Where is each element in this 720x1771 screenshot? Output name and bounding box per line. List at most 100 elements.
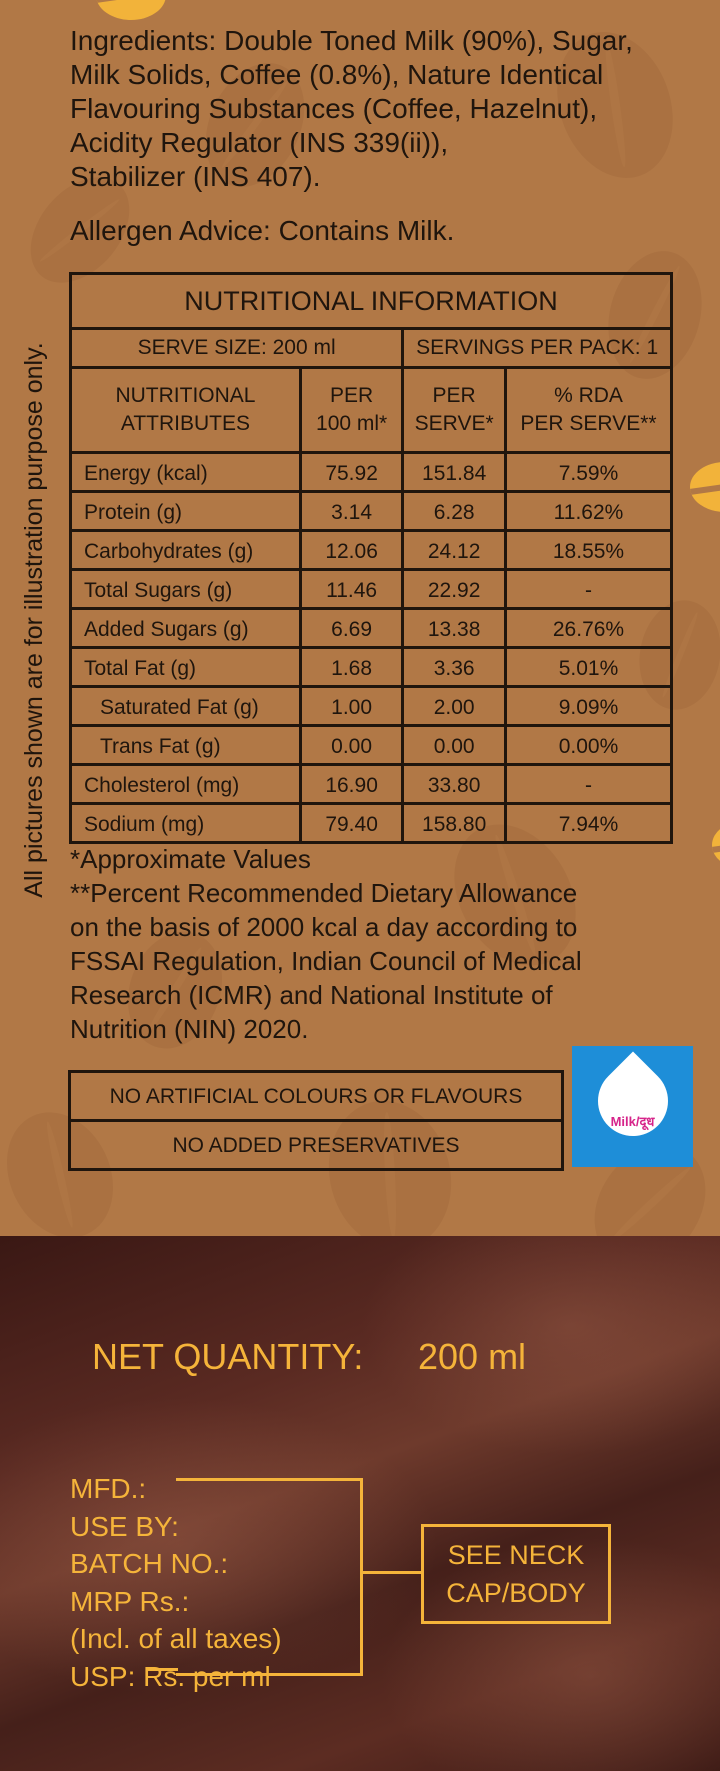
see-box-line: SEE NECK [447, 1540, 585, 1570]
milk-allergen-logo: Milk/दूध [572, 1046, 693, 1167]
row-attribute: Total Fat (g) [69, 646, 302, 688]
row-rda: - [504, 763, 673, 805]
row-per-100ml: 11.46 [298, 568, 405, 610]
ingredients-text: Ingredients: Double Toned Milk (90%), Su… [70, 24, 670, 194]
row-attribute: Energy (kcal) [69, 451, 302, 493]
see-neck-cap-box: SEE NECK CAP/BODY [421, 1524, 611, 1624]
servings-per-pack: SERVINGS PER PACK: 1 [401, 327, 673, 369]
row-attribute: Added Sugars (g) [69, 607, 302, 649]
ingredients-line: Ingredients: Double Toned Milk (90%), Su… [70, 25, 633, 56]
row-rda: 11.62% [504, 490, 673, 532]
row-per-serve: 33.80 [401, 763, 507, 805]
row-per-serve: 24.12 [401, 529, 507, 571]
claim-no-preservatives: NO ADDED PRESERVATIVES [71, 1119, 561, 1168]
row-per-100ml: 1.68 [298, 646, 405, 688]
row-per-100ml: 3.14 [298, 490, 405, 532]
background-swirl [0, 1396, 440, 1696]
pack-info-line: MFD.: [70, 1473, 147, 1504]
row-attribute: Trans Fat (g) [69, 724, 302, 766]
header-text: PER [432, 384, 476, 407]
header-text: PER [330, 384, 374, 407]
ingredients-line: Stabilizer (INS 407). [70, 161, 321, 192]
ingredients-line: Acidity Regulator (INS 339(ii)), [70, 127, 449, 158]
table-row: Cholesterol (mg) 16.90 33.80 - [69, 763, 673, 805]
footnote-line: Nutrition (NIN) 2020. [70, 1014, 309, 1044]
pack-info-line: BATCH NO.: [70, 1548, 229, 1579]
header-text: NUTRITIONAL [115, 384, 256, 407]
row-attribute: Cholesterol (mg) [69, 763, 302, 805]
yellow-coffee-bean-icon [690, 462, 720, 512]
row-per-100ml: 16.90 [298, 763, 405, 805]
milk-drop-icon [583, 1051, 683, 1151]
row-attribute: Protein (g) [69, 490, 302, 532]
header-text: ATTRIBUTES [120, 412, 251, 435]
header-text: % RDA [554, 384, 623, 407]
row-per-100ml: 79.40 [298, 802, 405, 844]
pack-info-panel: NET QUANTITY: 200 ml MFD.: USE BY: BATCH… [0, 1236, 720, 1771]
row-per-100ml: 12.06 [298, 529, 405, 571]
nutrition-panel: All pictures shown are for illustration … [0, 0, 720, 1236]
header-per-serve: PER SERVE* [401, 366, 507, 454]
ingredients-line: Milk Solids, Coffee (0.8%), Nature Ident… [70, 59, 604, 90]
info-bracket [176, 1478, 363, 1676]
background-swirl [360, 1236, 720, 1456]
milk-logo-label: Milk/दूध [610, 1114, 655, 1129]
product-claims: NO ARTIFICIAL COLOURS OR FLAVOURS NO ADD… [68, 1070, 564, 1171]
row-rda: 26.76% [504, 607, 673, 649]
serve-size: SERVE SIZE: 200 ml [68, 327, 405, 369]
footnote-line: *Approximate Values [70, 844, 311, 874]
table-row: Total Sugars (g) 11.46 22.92 - [69, 568, 673, 610]
pack-info-list: MFD.: USE BY: BATCH NO.: MRP Rs.: (Incl.… [70, 1470, 282, 1695]
row-per-serve: 6.28 [401, 490, 507, 532]
row-rda: - [504, 568, 673, 610]
header-per-100ml: PER 100 ml* [298, 366, 405, 454]
nutrition-table: NUTRITIONAL INFORMATION SERVE SIZE: 200 … [68, 272, 673, 844]
footnote-line: **Percent Recommended Dietary Allowance [70, 878, 578, 908]
row-per-serve: 158.80 [401, 802, 507, 844]
row-per-100ml: 1.00 [298, 685, 405, 727]
pack-info-line: USP: Rs. per ml [70, 1660, 271, 1692]
illustration-disclaimer: All pictures shown are for illustration … [20, 342, 48, 898]
row-per-100ml: 75.92 [298, 451, 405, 493]
pack-info-line: (Incl. of all taxes) [70, 1623, 282, 1654]
row-attribute: Total Sugars (g) [69, 568, 302, 610]
row-per-serve: 0.00 [401, 724, 507, 766]
yellow-coffee-bean-icon [712, 820, 720, 870]
row-per-100ml: 6.69 [298, 607, 405, 649]
yellow-coffee-bean-icon [96, 0, 166, 20]
info-connector [362, 1571, 421, 1574]
row-rda: 0.00% [504, 724, 673, 766]
table-row: Sodium (mg) 79.40 158.80 7.94% [69, 802, 673, 844]
row-rda: 5.01% [504, 646, 673, 688]
net-quantity-label: NET QUANTITY: [92, 1336, 364, 1377]
footnote-line: on the basis of 2000 kcal a day accordin… [70, 912, 578, 942]
header-text: PER SERVE** [520, 412, 657, 435]
row-per-serve: 13.38 [401, 607, 507, 649]
table-row: Trans Fat (g) 0.00 0.00 0.00% [69, 724, 673, 766]
row-rda: 9.09% [504, 685, 673, 727]
row-attribute: Carbohydrates (g) [69, 529, 302, 571]
row-rda: 18.55% [504, 529, 673, 571]
header-text: SERVE* [414, 412, 494, 435]
header-text: 100 ml* [316, 412, 388, 435]
ingredients-line: Flavouring Substances (Coffee, Hazelnut)… [70, 93, 598, 124]
row-per-100ml: 0.00 [298, 724, 405, 766]
table-row: Protein (g) 3.14 6.28 11.62% [69, 490, 673, 532]
row-attribute: Sodium (mg) [69, 802, 302, 844]
allergen-advice: Allergen Advice: Contains Milk. [70, 215, 455, 246]
see-box-line: CAP/BODY [446, 1578, 586, 1608]
footnote-line: FSSAI Regulation, Indian Council of Medi… [70, 946, 582, 976]
info-bracket-bottom [148, 1668, 178, 1671]
pack-info-line: MRP Rs.: [70, 1585, 190, 1617]
row-rda: 7.94% [504, 802, 673, 844]
table-row: Energy (kcal) 75.92 151.84 7.59% [69, 451, 673, 493]
row-rda: 7.59% [504, 451, 673, 493]
table-row: Added Sugars (g) 6.69 13.38 26.76% [69, 607, 673, 649]
footnotes: *Approximate Values **Percent Recommende… [70, 842, 660, 1046]
nutrition-table-title: NUTRITIONAL INFORMATION [69, 272, 673, 330]
row-per-serve: 2.00 [401, 685, 507, 727]
table-row: Carbohydrates (g) 12.06 24.12 18.55% [69, 529, 673, 571]
row-per-serve: 151.84 [401, 451, 507, 493]
header-attributes: NUTRITIONAL ATTRIBUTES [69, 366, 302, 454]
pack-info-line: USE BY: [70, 1510, 179, 1542]
